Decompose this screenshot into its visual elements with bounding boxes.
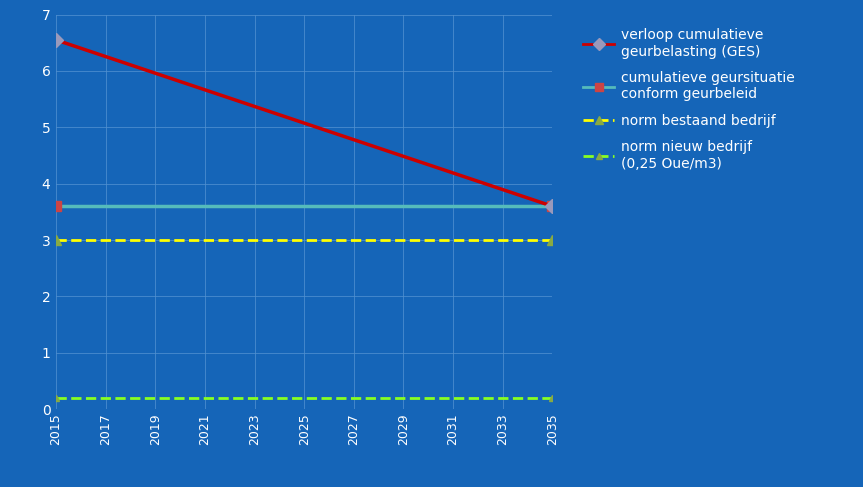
Legend: verloop cumulatieve
geurbelasting (GES), cumulatieve geursituatie
conform geurbe: verloop cumulatieve geurbelasting (GES),… xyxy=(576,21,802,178)
